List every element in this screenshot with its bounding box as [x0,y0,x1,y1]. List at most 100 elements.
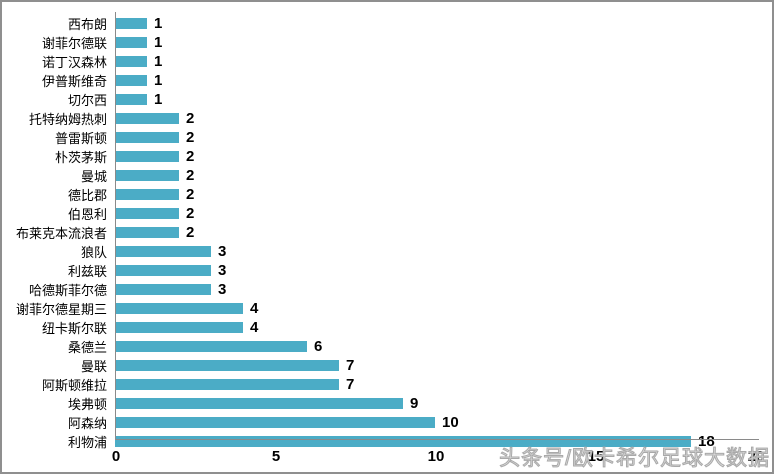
category-label: 谢菲尔德星期三 [15,302,107,317]
value-label: 2 [186,129,195,146]
bar-row: 哈德斯菲尔德 3 [2,280,772,299]
bar-row: 德比郡 2 [2,185,772,204]
x-axis-tick-label: 10 [427,448,445,465]
bar-row: 阿森纳 10 [2,413,772,432]
bar-row: 谢菲尔德联 1 [2,33,772,52]
bar-row: 切尔西 1 [2,90,772,109]
category-label: 曼城 [80,169,107,184]
bar-row: 西布朗 1 [2,14,772,33]
category-label: 托特纳姆热刺 [28,112,107,127]
value-label: 2 [186,224,195,241]
x-axis-tick-label: 20 [747,448,765,465]
value-label: 1 [154,34,163,51]
x-axis-tick-label: 5 [271,448,281,465]
bar [115,360,339,371]
value-label: 2 [186,167,195,184]
category-label: 哈德斯菲尔德 [28,283,107,298]
bar [115,246,211,257]
bar-row: 谢菲尔德星期三 4 [2,299,772,318]
value-label: 1 [154,53,163,70]
bar-row: 桑德兰 6 [2,337,772,356]
value-label: 6 [314,338,323,355]
bar [115,94,147,105]
bar [115,113,179,124]
bar [115,208,179,219]
category-label: 谢菲尔德联 [41,36,107,51]
bar [115,189,179,200]
bar-row: 纽卡斯尔联 4 [2,318,772,337]
bar [115,75,147,86]
x-axis-tick-label: 0 [111,448,121,465]
value-label: 7 [346,357,355,374]
value-label: 4 [250,300,259,317]
bar-row: 伯恩利 2 [2,204,772,223]
value-label: 1 [154,15,163,32]
bar-row: 利物浦 18 [2,432,772,451]
bar [115,227,179,238]
bar [115,56,147,67]
bar-rows: 西布朗 1 谢菲尔德联 1 诺丁汉森林 1 伊普斯维奇 1 切尔西 1 托特纳姆热刺 2 普雷斯顿 2 朴茨… [2,14,772,450]
bar [115,37,147,48]
bar-row: 托特纳姆热刺 2 [2,109,772,128]
category-label: 利物浦 [67,435,107,450]
category-label: 阿斯顿维拉 [41,378,107,393]
bar [115,132,179,143]
bar-row: 埃弗顿 9 [2,394,772,413]
bar [115,303,243,314]
category-label: 曼联 [80,359,107,374]
bar-row: 伊普斯维奇 1 [2,71,772,90]
bar [115,398,403,409]
value-label: 18 [698,433,715,450]
category-label: 切尔西 [67,93,107,108]
category-label: 伊普斯维奇 [41,74,107,89]
bar-row: 狼队 3 [2,242,772,261]
category-label: 纽卡斯尔联 [41,321,107,336]
bar-row: 利兹联 3 [2,261,772,280]
category-label: 阿森纳 [67,416,107,431]
bar [115,18,147,29]
bar [115,341,307,352]
value-axis-line [115,439,759,440]
bar [115,284,211,295]
bar [115,170,179,181]
bar-row: 诺丁汉森林 1 [2,52,772,71]
category-axis-line [115,12,116,439]
value-label: 2 [186,186,195,203]
value-label: 9 [410,395,419,412]
bar-row: 曼联 7 [2,356,772,375]
bar [115,379,339,390]
bar [115,417,435,428]
category-label: 布莱克本流浪者 [15,226,107,241]
bar-row: 普雷斯顿 2 [2,128,772,147]
category-label: 德比郡 [67,188,107,203]
value-label: 3 [218,243,227,260]
value-label: 3 [218,262,227,279]
value-label: 7 [346,376,355,393]
bar [115,151,179,162]
bar-row: 阿斯顿维拉 7 [2,375,772,394]
value-label: 1 [154,91,163,108]
bar-row: 布莱克本流浪者 2 [2,223,772,242]
x-axis-tick-label: 15 [587,448,605,465]
category-label: 桑德兰 [67,340,107,355]
category-label: 朴茨茅斯 [54,150,107,165]
category-label: 利兹联 [67,264,107,279]
watermark-text: 头条号/欧卡希尔足球大数据 [499,447,770,471]
bar [115,436,691,447]
category-label: 狼队 [80,245,107,260]
category-label: 西布朗 [67,17,107,32]
value-label: 3 [218,281,227,298]
bar [115,322,243,333]
value-label: 2 [186,110,195,127]
category-label: 伯恩利 [67,207,107,222]
value-label: 2 [186,205,195,222]
bar-row: 曼城 2 [2,166,772,185]
bar-row: 朴茨茅斯 2 [2,147,772,166]
value-label: 4 [250,319,259,336]
bar [115,265,211,276]
value-label: 10 [442,414,459,431]
category-label: 诺丁汉森林 [41,55,107,70]
category-label: 普雷斯顿 [54,131,107,146]
category-label: 埃弗顿 [67,397,107,412]
